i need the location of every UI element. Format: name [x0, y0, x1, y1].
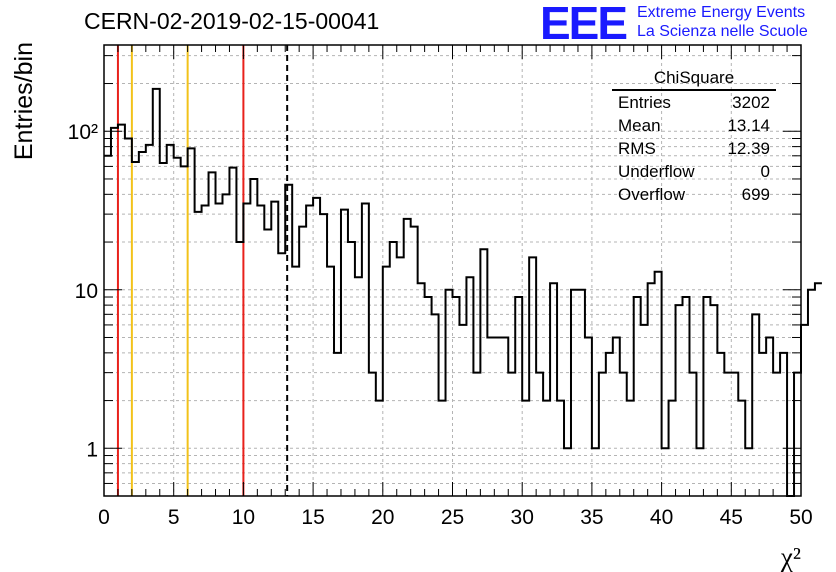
logo-subtitle-1: Extreme Energy Events — [637, 4, 806, 21]
stat-row-mean: Mean 13.14 — [612, 114, 776, 137]
x-axis-title: χ² — [780, 542, 801, 572]
stats-box: ChiSquare Entries 3202 Mean 13.14 RMS 12… — [612, 66, 776, 206]
stat-row-entries: Entries 3202 — [612, 91, 776, 114]
stat-value: 12.39 — [727, 139, 770, 158]
y-tick-label: 1 — [86, 438, 98, 461]
stat-label: Underflow — [618, 162, 695, 181]
y-axis-title: Entries/bin — [10, 42, 38, 160]
stat-row-underflow: Underflow 0 — [612, 160, 776, 183]
x-tick-label: 35 — [580, 506, 603, 529]
eee-logo: EEE — [540, 0, 628, 49]
stat-label: Mean — [618, 116, 661, 135]
stat-row-overflow: Overflow 699 — [612, 183, 776, 206]
stat-label: RMS — [618, 139, 656, 158]
x-tick-label: 15 — [301, 506, 324, 529]
x-tick-label: 25 — [441, 506, 464, 529]
stat-label: Overflow — [618, 185, 686, 204]
stats-title: ChiSquare — [612, 66, 776, 91]
x-tick-label: 45 — [720, 506, 743, 529]
x-tick-label: 50 — [789, 506, 812, 529]
stat-value: 3202 — [732, 93, 770, 112]
x-tick-label: 0 — [98, 506, 110, 529]
x-tick-label: 5 — [168, 506, 180, 529]
logo-subtitle-2: La Scienza nelle Scuole — [637, 23, 808, 40]
stat-value: 0 — [760, 162, 770, 181]
stat-value: 13.14 — [727, 116, 770, 135]
x-tick-label: 30 — [511, 506, 534, 529]
x-tick-label: 10 — [232, 506, 255, 529]
histogram-series — [104, 87, 822, 497]
stat-row-rms: RMS 12.39 — [612, 137, 776, 160]
stat-label: Entries — [618, 93, 671, 112]
y-tick-label: 10 — [75, 280, 98, 303]
x-tick-label: 20 — [371, 506, 394, 529]
stat-value: 699 — [741, 185, 770, 204]
plot-title: CERN-02-2019-02-15-00041 — [84, 8, 380, 34]
y-tick-label: 10² — [68, 121, 98, 144]
x-tick-label: 40 — [650, 506, 673, 529]
